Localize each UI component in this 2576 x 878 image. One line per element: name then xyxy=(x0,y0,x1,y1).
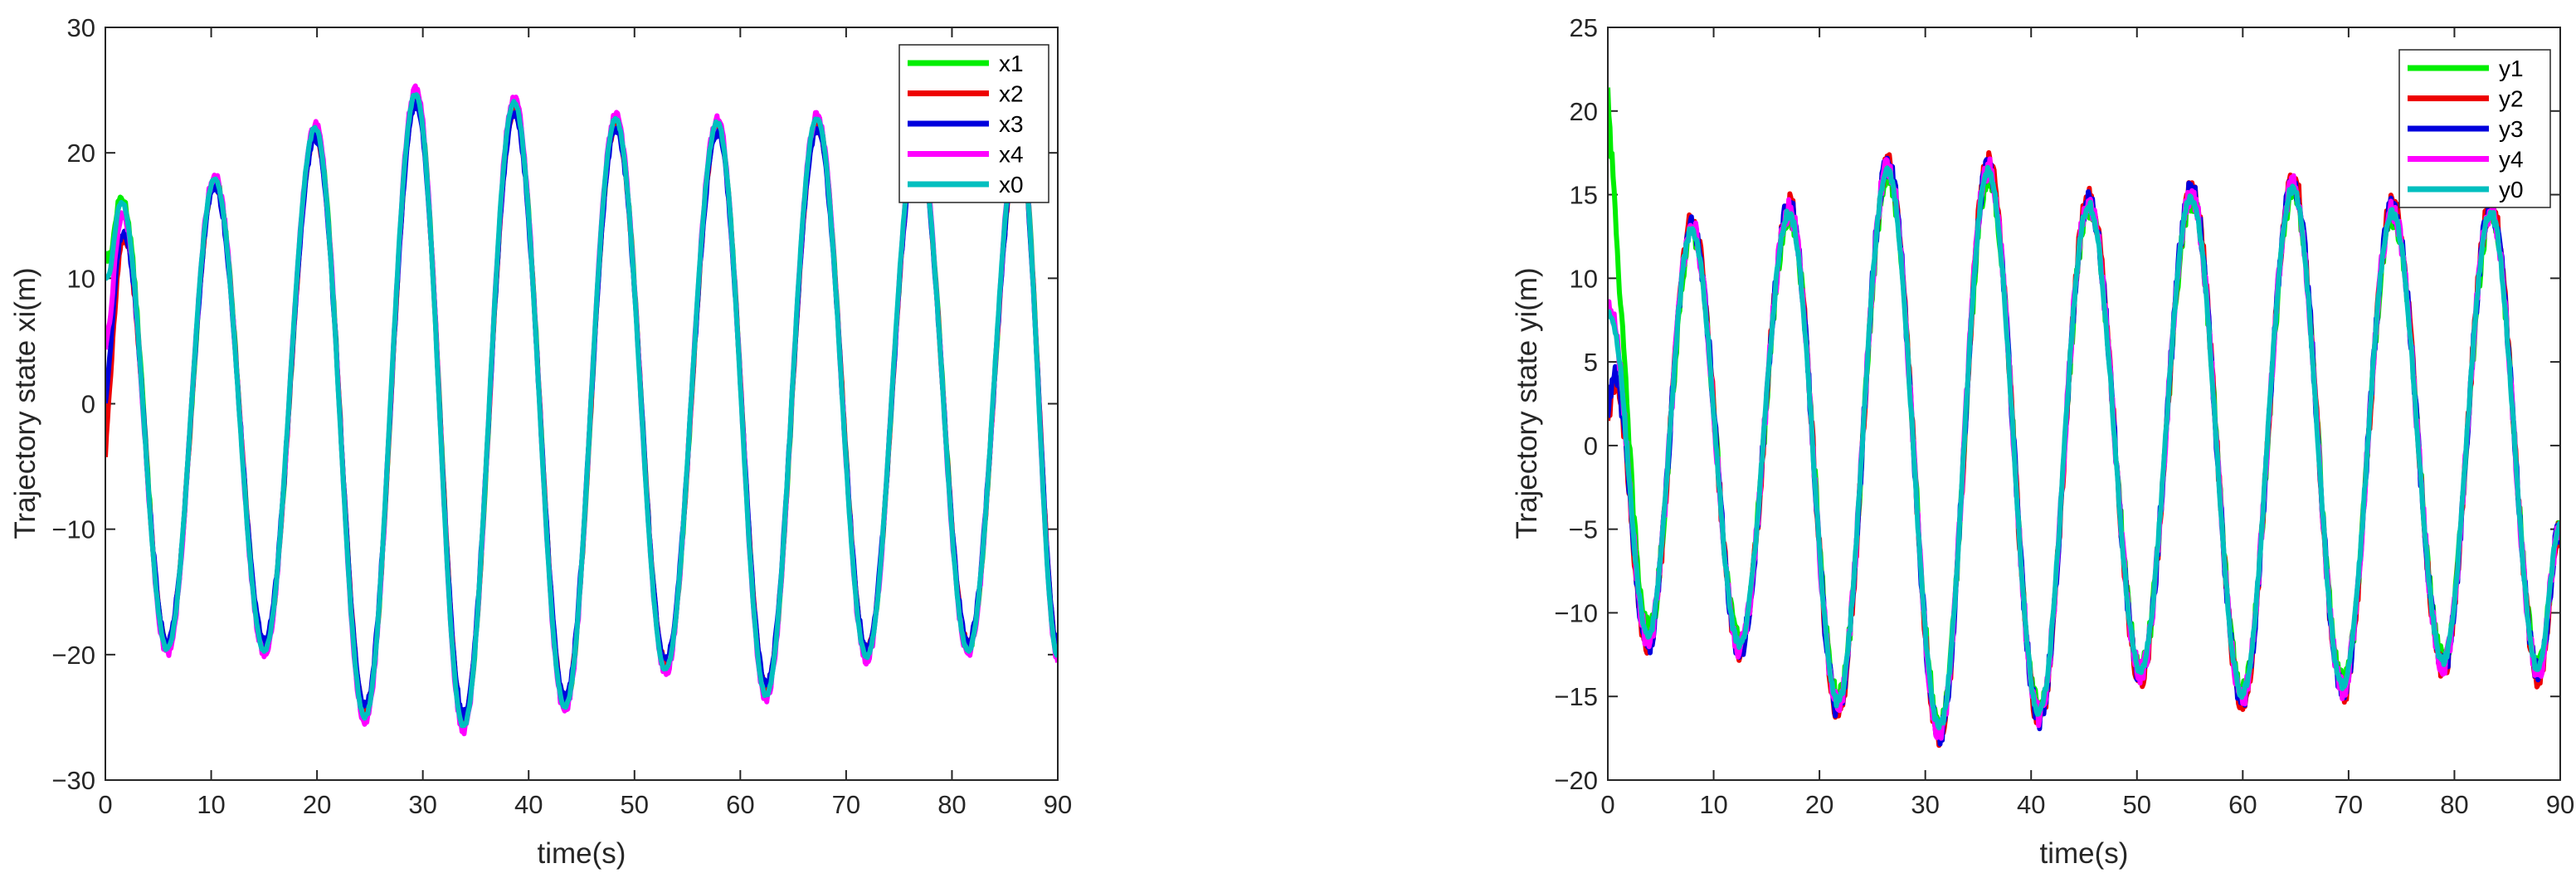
legend-label-x4: x4 xyxy=(999,142,1024,168)
y-axis-label: Trajectory state xi(m) xyxy=(9,267,41,539)
y-tick-label: 25 xyxy=(1570,13,1598,42)
x-tick-label: 10 xyxy=(197,790,225,819)
series-line-y0 xyxy=(1608,164,2560,731)
y-tick-label: 30 xyxy=(67,13,95,42)
x-tick-label: 40 xyxy=(514,790,543,819)
y-tick-label: −10 xyxy=(51,515,95,544)
x-tick-label: 80 xyxy=(2440,790,2468,819)
y-tick-label: 20 xyxy=(67,139,95,168)
x-tick-label: 20 xyxy=(303,790,331,819)
x-tick-label: 30 xyxy=(1911,790,1939,819)
x-tick-label: 50 xyxy=(621,790,649,819)
x-tick-label: 60 xyxy=(2228,790,2257,819)
axis-ticks: 0 10 20 30 40 50 60 70 80 90 −20 −15 −10 −5 0 5 10 15 20 25 xyxy=(1554,13,2574,819)
y-tick-label: 0 xyxy=(1584,432,1598,461)
series-group xyxy=(1608,87,2560,749)
legend-label-x0: x0 xyxy=(999,172,1024,198)
axes-box xyxy=(105,27,1059,781)
x-tick-label: 50 xyxy=(2123,790,2151,819)
x-axis-label: time(s) xyxy=(2040,837,2129,870)
y-tick-label: −20 xyxy=(1554,766,1598,795)
axes-box xyxy=(1607,27,2561,781)
y-tick-label: −5 xyxy=(1569,515,1598,544)
y-tick-label: 10 xyxy=(1570,264,1598,293)
x-axis-label: time(s) xyxy=(538,837,626,870)
x-tick-label: 40 xyxy=(2017,790,2045,819)
y-axis-label: Trajectory state yi(m) xyxy=(1511,267,1543,539)
y-tick-label: 20 xyxy=(1570,97,1598,126)
legend-label-x1: x1 xyxy=(999,51,1024,76)
legend-label-y3: y3 xyxy=(2499,116,2524,142)
x-tick-label: 90 xyxy=(2546,790,2574,819)
y-tick-label: −20 xyxy=(51,641,95,670)
series-group xyxy=(105,83,1058,737)
axis-ticks: 0 10 20 30 40 50 60 70 80 90 −30 −20 −10 0 10 20 30 xyxy=(51,13,1072,819)
legend-label-y1: y1 xyxy=(2499,56,2524,81)
legend-label-x3: x3 xyxy=(999,111,1024,137)
legend-label-y4: y4 xyxy=(2499,147,2524,173)
y-tick-label: 5 xyxy=(1584,348,1598,377)
x-tick-label: 80 xyxy=(937,790,966,819)
x-tick-label: 60 xyxy=(726,790,754,819)
x-tick-label: 20 xyxy=(1805,790,1833,819)
x-tick-label: 10 xyxy=(1699,790,1727,819)
y-tick-label: −10 xyxy=(1554,598,1598,627)
legend-label-y2: y2 xyxy=(2499,86,2524,112)
legend-label-y0: y0 xyxy=(2499,177,2524,202)
y-tick-label: 0 xyxy=(81,390,95,419)
series-line-x0 xyxy=(105,92,1058,729)
y-tick-label: −30 xyxy=(51,766,95,795)
x-tick-label: 90 xyxy=(1044,790,1072,819)
x-tick-label: 70 xyxy=(2335,790,2363,819)
y-tick-label: 10 xyxy=(67,264,95,293)
x-tick-label: 70 xyxy=(832,790,860,819)
y-tick-label: −15 xyxy=(1554,682,1598,711)
legend: x1 x2 x3 x4 x0 xyxy=(898,44,1049,203)
legend: y1 y2 y3 y4 y0 xyxy=(2398,49,2551,208)
x-tick-label: 0 xyxy=(1600,790,1614,819)
chart-y-trajectory: 0 10 20 30 40 50 60 70 80 90 −20 −15 −10 −5 0 5 10 15 20 25… xyxy=(1511,13,2574,870)
chart-x-trajectory: 0 10 20 30 40 50 60 70 80 90 −30 −20 −10 0 10 20 30 time… xyxy=(9,13,1072,870)
x-tick-label: 0 xyxy=(98,790,112,819)
y-tick-label: 15 xyxy=(1570,181,1598,210)
legend-label-x2: x2 xyxy=(999,81,1024,107)
x-tick-label: 30 xyxy=(408,790,436,819)
